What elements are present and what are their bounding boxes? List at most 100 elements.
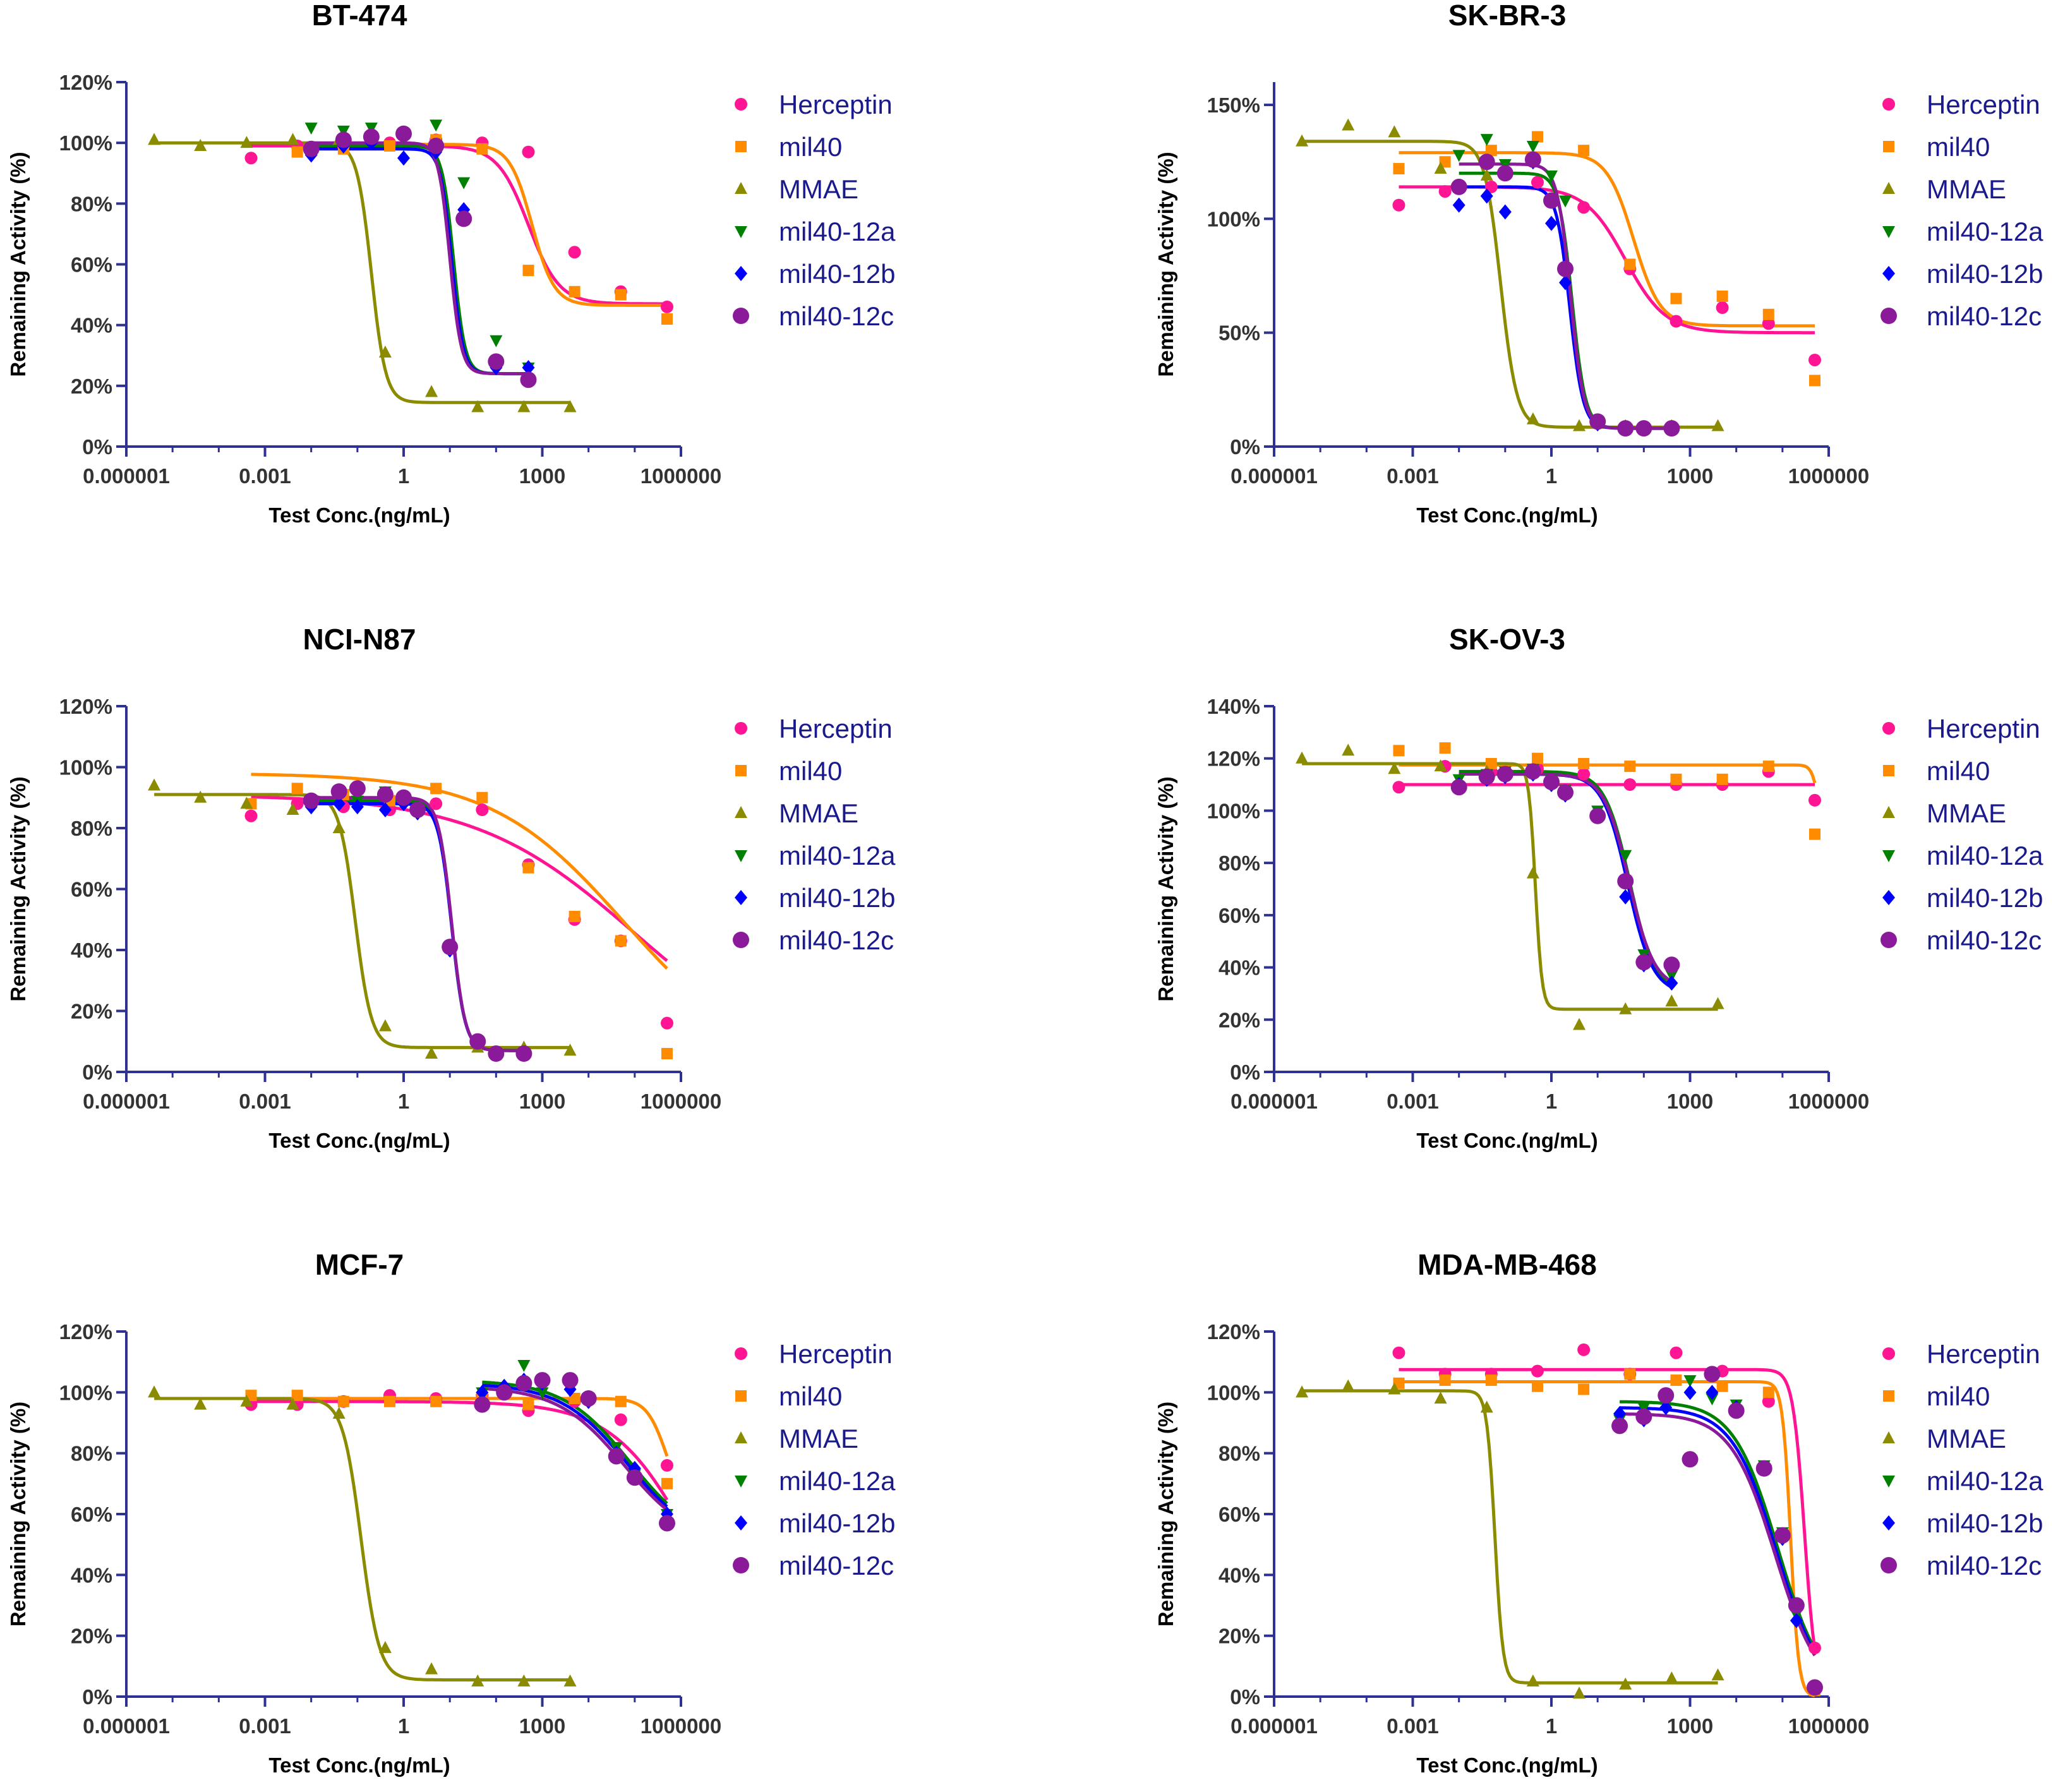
y-tick-label: 100%: [1207, 207, 1260, 231]
data-point-mil40-12c: [580, 1390, 597, 1407]
x-tick-label: 0.000001: [1231, 464, 1318, 488]
data-point-mil40: [522, 1398, 534, 1410]
data-point-mil40-12c: [1543, 773, 1560, 790]
data-point-mil40-12c: [363, 128, 380, 145]
data-point-mil40-12c: [442, 939, 459, 956]
data-point-mil40-12c: [428, 137, 445, 154]
data-point-mmae: [1480, 1400, 1493, 1413]
data-point-mmae: [425, 1047, 438, 1059]
data-point-mil40-12c: [608, 1448, 625, 1465]
data-point-mil40: [476, 143, 488, 155]
y-tick-label: 120%: [59, 1320, 112, 1344]
data-point-mil40: [291, 783, 303, 795]
data-point-mil40-12a: [304, 123, 318, 135]
legend-label: mil40-12a: [779, 1466, 896, 1496]
fit-curve-mmae: [154, 1397, 570, 1681]
data-point-mil40-12b: [1498, 204, 1512, 220]
legend-label: mil40: [779, 1381, 842, 1411]
x-tick-label: 0.001: [239, 464, 291, 488]
data-point-mil40-12c: [562, 1372, 579, 1389]
data-point-mmae: [148, 1385, 161, 1398]
x-tick-label: 0.001: [1387, 1090, 1439, 1113]
legend-marker-mil40-12b: [735, 266, 747, 281]
x-tick-label: 0.000001: [83, 1714, 170, 1738]
x-tick-label: 1000: [519, 464, 565, 488]
legend-marker-mil40-12c: [733, 1557, 749, 1573]
legend-label: Herceptin: [779, 714, 893, 743]
legend-marker-mil40-12a: [735, 226, 747, 238]
data-point-mil40: [1531, 131, 1543, 143]
fit-curve-herceptin: [251, 1400, 669, 1501]
y-tick-label: 0%: [82, 435, 112, 459]
legend-label: mil40-12c: [779, 301, 894, 331]
data-point-mil40-12c: [1589, 413, 1606, 430]
legend-label: MMAE: [1927, 174, 2006, 204]
legend-marker-mil40-12c: [733, 932, 749, 948]
data-point-mil40-12a: [536, 1387, 549, 1400]
data-point-mmae: [240, 136, 253, 148]
data-point-mil40-12b: [1619, 889, 1632, 905]
data-point-mmae: [1434, 162, 1447, 174]
y-tick-label: 120%: [59, 695, 112, 718]
data-point-herceptin: [660, 300, 673, 313]
y-tick-label: 20%: [1219, 1008, 1260, 1031]
data-point-mmae: [1296, 134, 1309, 147]
legend-label: mil40: [779, 132, 842, 162]
legend-marker-mil40-12b: [1882, 266, 1895, 281]
legend-marker-herceptin: [735, 722, 747, 735]
legend-label: mil40-12a: [779, 841, 896, 870]
y-tick-label: 60%: [71, 878, 112, 901]
x-axis-label: Test Conc.(ng/mL): [1416, 1753, 1598, 1777]
legend-label: mil40-12a: [1927, 841, 2043, 870]
legend-label: mil40-12b: [1927, 883, 2043, 913]
data-point-mmae: [563, 1043, 577, 1056]
data-point-mil40: [1393, 163, 1405, 175]
y-tick-label: 60%: [1219, 1503, 1260, 1526]
data-point-mil40: [1578, 145, 1590, 157]
data-point-mmae: [194, 138, 207, 151]
legend-label: mil40: [1927, 132, 1990, 162]
data-point-mmae: [1665, 994, 1678, 1007]
data-point-mil40: [1808, 375, 1820, 387]
legend-label: mil40-12a: [779, 217, 896, 246]
y-tick-label: 40%: [71, 314, 112, 337]
data-point-mil40-12b: [1706, 1385, 1719, 1400]
data-point-mmae: [378, 1640, 392, 1653]
data-point-mil40-12c: [1557, 784, 1574, 801]
x-tick-label: 0.000001: [83, 1090, 170, 1113]
data-point-mil40: [1531, 1380, 1543, 1392]
y-axis-label: Remaining Activity (%): [6, 1402, 30, 1627]
data-point-mmae: [1526, 866, 1539, 879]
data-point-mil40: [1485, 1374, 1497, 1386]
data-point-mil40-12c: [474, 1396, 491, 1413]
y-tick-label: 60%: [71, 253, 112, 277]
y-tick-label: 100%: [59, 1381, 112, 1404]
x-axis-label: Test Conc.(ng/mL): [268, 1129, 450, 1152]
data-point-mil40-12a: [1526, 140, 1539, 153]
data-point-mmae: [1573, 419, 1586, 431]
x-axis-label: Test Conc.(ng/mL): [268, 503, 450, 527]
panel-nci-n87: NCI-N87 0% 20% 40% 60% 80% 100% 120% 0.000001 0.0…: [6, 623, 896, 1152]
legend-marker-mmae: [735, 1431, 747, 1443]
data-point-mmae: [378, 345, 392, 358]
fit-curve-herceptin: [251, 795, 668, 962]
data-point-mmae: [1711, 997, 1724, 1009]
panel-title: NCI-N87: [303, 623, 416, 656]
legend-marker-mil40-12a: [735, 1476, 747, 1488]
legend-label: mil40-12b: [1927, 1508, 2043, 1538]
data-point-mil40: [1439, 1374, 1451, 1386]
data-point-mil40: [522, 862, 534, 874]
data-point-herceptin: [1762, 1395, 1775, 1408]
data-point-mil40-12a: [1683, 1375, 1697, 1388]
legend-marker-mil40-12c: [733, 308, 749, 324]
data-point-mil40-12c: [335, 131, 352, 148]
panel-title: SK-BR-3: [1448, 0, 1567, 32]
data-point-mmae: [563, 400, 577, 412]
data-point-herceptin: [1531, 1364, 1544, 1378]
data-point-mil40-12c: [1478, 768, 1495, 785]
data-point-mil40: [1808, 828, 1820, 840]
data-point-mil40-12c: [488, 353, 505, 370]
legend-label: Herceptin: [1927, 1339, 2040, 1369]
legend-marker-mil40-12c: [1880, 1557, 1897, 1573]
